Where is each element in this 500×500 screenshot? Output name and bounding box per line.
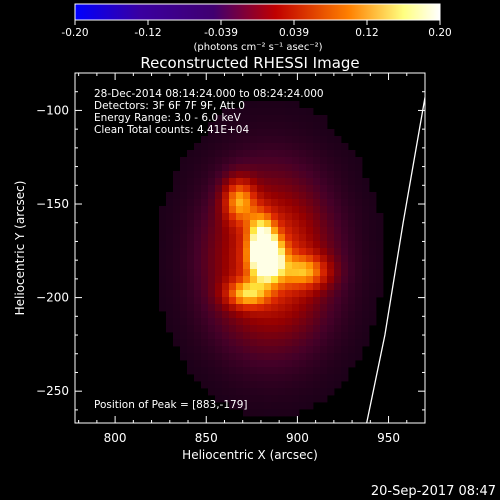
colorbar-tick-label: -0.12 (134, 27, 161, 39)
colorbar-label: (photons cm⁻² s⁻¹ asec⁻²) (193, 42, 322, 53)
x-tick-label: 900 (286, 431, 309, 445)
colorbar-tick-label: -0.039 (204, 27, 238, 39)
colorbar-ticks: -0.20 -0.12 -0.039 0.039 0.12 0.20 (61, 20, 452, 39)
annotation-detectors: Detectors: 3F 6F 7F 9F, Att 0 (94, 100, 245, 112)
colorbar-tick-label: 0.039 (279, 27, 309, 39)
y-tick-label: −200 (36, 291, 69, 305)
annotation-time-range: 28-Dec-2014 08:14:24.000 to 08:24:24.000 (94, 88, 324, 100)
colorbar (74, 3, 441, 21)
y-axis-label: Heliocentric Y (arcsec) (13, 181, 27, 316)
chart-title: Reconstructed RHESSI Image (140, 54, 359, 72)
annotation-total-counts: Clean Total counts: 4.41E+04 (94, 124, 249, 136)
axes: 800 850 900 950 −100 −150 −200 −250 (36, 73, 426, 445)
colorbar-tick-label: 0.12 (355, 27, 378, 39)
heatmap-image (159, 101, 384, 417)
x-tick-label: 950 (377, 431, 400, 445)
x-axis-label: Heliocentric X (arcsec) (182, 448, 318, 462)
colorbar-tick-label: 0.20 (428, 27, 451, 39)
x-tick-label: 850 (195, 431, 218, 445)
peak-position-label: Position of Peak = [883,-179] (94, 399, 248, 411)
x-tick-label: 800 (104, 431, 127, 445)
solar-limb-line (366, 97, 425, 423)
y-tick-label: −250 (36, 384, 69, 398)
timestamp: 20-Sep-2017 08:47 (371, 484, 496, 499)
annotation-energy-range: Energy Range: 3.0 - 6.0 keV (94, 112, 242, 124)
colorbar-tick-label: -0.20 (61, 27, 88, 39)
y-tick-label: −150 (36, 197, 69, 211)
plot-frame (74, 72, 426, 424)
y-tick-label: −100 (36, 103, 69, 117)
